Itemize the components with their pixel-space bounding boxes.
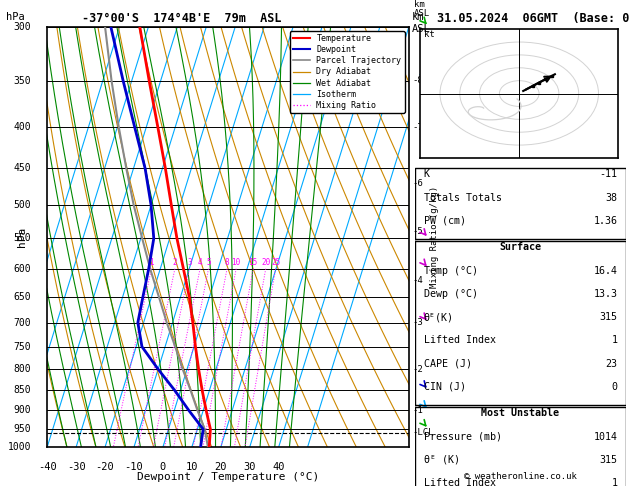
Text: 750: 750 xyxy=(13,342,31,352)
Text: 4: 4 xyxy=(198,258,203,267)
Text: 16.4: 16.4 xyxy=(593,265,618,276)
Text: hPa: hPa xyxy=(17,227,27,247)
Text: Pressure (mb): Pressure (mb) xyxy=(423,432,501,442)
Text: Most Unstable: Most Unstable xyxy=(481,408,560,418)
Text: θᴱ(K): θᴱ(K) xyxy=(423,312,454,322)
Text: 8: 8 xyxy=(225,258,230,267)
Text: -20: -20 xyxy=(96,462,114,472)
Text: 38: 38 xyxy=(606,192,618,203)
Text: 315: 315 xyxy=(599,312,618,322)
Text: -2: -2 xyxy=(413,364,423,374)
Text: hPa: hPa xyxy=(6,12,25,22)
Text: 300: 300 xyxy=(13,22,31,32)
Text: K: K xyxy=(423,169,430,179)
Text: 23: 23 xyxy=(606,359,618,369)
Text: 700: 700 xyxy=(13,317,31,328)
Text: 450: 450 xyxy=(13,163,31,174)
Text: CAPE (J): CAPE (J) xyxy=(423,359,472,369)
Text: 15: 15 xyxy=(248,258,258,267)
Text: 550: 550 xyxy=(13,233,31,243)
Text: -3: -3 xyxy=(413,318,423,327)
Text: 1014: 1014 xyxy=(593,432,618,442)
Text: CIN (J): CIN (J) xyxy=(423,382,465,392)
Text: -7: -7 xyxy=(413,122,423,132)
Text: -6: -6 xyxy=(413,179,423,188)
Text: 650: 650 xyxy=(13,292,31,302)
Text: -1: -1 xyxy=(413,406,423,415)
Text: 13.3: 13.3 xyxy=(593,289,618,299)
Text: -10: -10 xyxy=(125,462,143,472)
Text: -8: -8 xyxy=(413,76,423,85)
Text: kt: kt xyxy=(424,30,435,39)
Text: 850: 850 xyxy=(13,385,31,396)
Text: 25: 25 xyxy=(271,258,281,267)
Text: Lifted Index: Lifted Index xyxy=(423,335,496,346)
Text: 10: 10 xyxy=(186,462,198,472)
Text: -37°00'S  174°4B'E  79m  ASL: -37°00'S 174°4B'E 79m ASL xyxy=(82,12,281,25)
Text: θᴱ (K): θᴱ (K) xyxy=(423,455,460,465)
Text: Mixing Ratio (g/kg): Mixing Ratio (g/kg) xyxy=(430,186,438,288)
Text: 900: 900 xyxy=(13,405,31,416)
Text: 40: 40 xyxy=(272,462,285,472)
Text: 0: 0 xyxy=(611,382,618,392)
Text: 600: 600 xyxy=(13,264,31,274)
Text: PW (cm): PW (cm) xyxy=(423,216,465,226)
Text: 2: 2 xyxy=(172,258,177,267)
Text: 30: 30 xyxy=(243,462,256,472)
Text: 400: 400 xyxy=(13,122,31,132)
Text: 950: 950 xyxy=(13,424,31,434)
Text: 10: 10 xyxy=(231,258,241,267)
Text: -40: -40 xyxy=(38,462,57,472)
Text: -30: -30 xyxy=(67,462,86,472)
Text: 500: 500 xyxy=(13,200,31,210)
Text: 31.05.2024  06GMT  (Base: 06): 31.05.2024 06GMT (Base: 06) xyxy=(437,12,629,25)
Text: 1: 1 xyxy=(611,335,618,346)
Text: 1: 1 xyxy=(149,258,153,267)
Text: -5: -5 xyxy=(413,227,423,237)
Text: 1: 1 xyxy=(611,478,618,486)
Text: Temp (°C): Temp (°C) xyxy=(423,265,477,276)
Text: © weatheronline.co.uk: © weatheronline.co.uk xyxy=(464,472,577,481)
Legend: Temperature, Dewpoint, Parcel Trajectory, Dry Adiabat, Wet Adiabat, Isotherm, Mi: Temperature, Dewpoint, Parcel Trajectory… xyxy=(290,31,404,113)
Text: 315: 315 xyxy=(599,455,618,465)
Text: 350: 350 xyxy=(13,75,31,86)
Text: 800: 800 xyxy=(13,364,31,374)
Text: -LCL: -LCL xyxy=(413,428,434,437)
Text: -11: -11 xyxy=(599,169,618,179)
Text: km
ASL: km ASL xyxy=(415,0,430,18)
Text: 1000: 1000 xyxy=(8,442,31,452)
Text: 20: 20 xyxy=(261,258,270,267)
Text: 0: 0 xyxy=(160,462,166,472)
Text: Lifted Index: Lifted Index xyxy=(423,478,496,486)
Text: 3: 3 xyxy=(187,258,192,267)
Text: 5: 5 xyxy=(206,258,211,267)
Text: Dewpoint / Temperature (°C): Dewpoint / Temperature (°C) xyxy=(137,472,319,482)
Text: 1.36: 1.36 xyxy=(593,216,618,226)
Text: Dewp (°C): Dewp (°C) xyxy=(423,289,477,299)
Text: Surface: Surface xyxy=(499,243,542,252)
Text: 20: 20 xyxy=(214,462,227,472)
Text: Totals Totals: Totals Totals xyxy=(423,192,501,203)
Text: km
ASL: km ASL xyxy=(412,12,431,34)
Text: -4: -4 xyxy=(413,276,423,285)
